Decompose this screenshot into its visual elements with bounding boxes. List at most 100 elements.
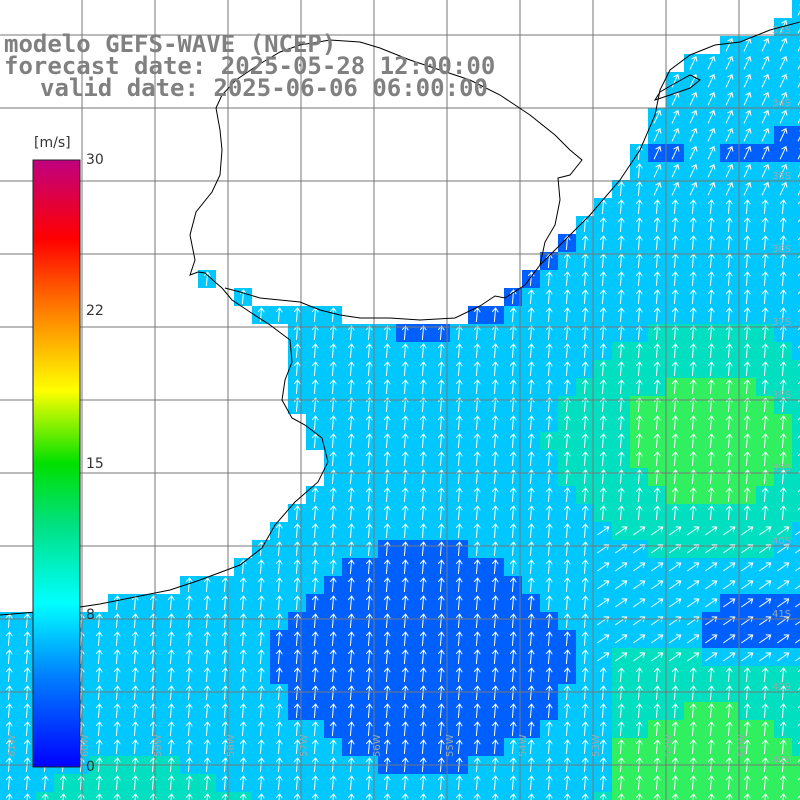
wind-arrow — [707, 199, 715, 215]
ocean-cell — [792, 666, 800, 684]
wind-arrow — [581, 631, 589, 647]
wind-arrow — [419, 433, 427, 449]
wind-arrow — [653, 703, 661, 719]
wind-arrow — [761, 451, 769, 467]
wind-arrow — [419, 667, 427, 683]
colorbar-tick-8: 8 — [86, 607, 95, 623]
wind-arrow — [725, 91, 734, 106]
wind-arrow — [113, 793, 121, 800]
coastline-east — [224, 47, 583, 321]
wind-arrow — [509, 667, 517, 683]
wind-arrow — [455, 343, 463, 359]
ocean-cell — [792, 504, 800, 522]
wind-arrow — [725, 379, 733, 395]
wind-arrow — [635, 487, 643, 503]
wind-arrow — [23, 793, 31, 800]
wind-arrow — [329, 433, 337, 449]
wind-arrow — [599, 289, 607, 305]
wind-arrow — [545, 649, 553, 665]
wind-arrow — [527, 289, 535, 305]
wind-arrow — [779, 775, 787, 791]
wind-arrow — [545, 541, 553, 557]
wind-arrow — [797, 253, 800, 269]
wind-arrow — [383, 541, 391, 557]
wind-arrow — [311, 721, 319, 737]
wind-arrow — [491, 343, 499, 359]
wind-arrow — [419, 721, 427, 737]
wind-arrow — [257, 739, 265, 755]
wind-arrow — [401, 703, 409, 719]
wind-arrow — [761, 685, 769, 701]
wind-arrow — [527, 307, 535, 323]
ocean-cell — [792, 396, 800, 414]
wind-arrow — [596, 634, 610, 644]
wind-arrow — [491, 541, 499, 557]
wind-arrow — [545, 307, 553, 323]
wind-arrow — [239, 577, 247, 593]
wind-arrow — [113, 649, 121, 665]
wind-arrow — [401, 631, 409, 647]
wind-arrow — [797, 379, 800, 395]
wind-arrow — [761, 739, 769, 755]
lat-label: 39S — [772, 463, 791, 474]
wind-arrow — [545, 451, 553, 467]
wind-arrow — [635, 433, 643, 449]
wind-arrow — [401, 451, 409, 467]
wind-arrow — [419, 325, 427, 341]
wind-arrow — [5, 631, 13, 647]
wind-arrow — [794, 526, 800, 536]
wind-arrow — [761, 505, 769, 521]
wind-arrow — [635, 145, 643, 161]
wind-arrow — [347, 361, 355, 377]
wind-arrow — [311, 613, 319, 629]
wind-arrow — [113, 667, 121, 683]
wind-arrow — [131, 667, 139, 683]
wind-arrow — [311, 577, 319, 593]
wind-arrow — [365, 631, 373, 647]
wind-arrow — [527, 325, 535, 341]
wind-arrow — [740, 598, 754, 608]
wind-arrow — [797, 91, 800, 106]
coastline-northeast — [539, 21, 800, 266]
wind-arrow — [329, 631, 337, 647]
wind-arrow — [707, 721, 715, 737]
wind-arrow — [365, 667, 373, 683]
wind-arrow — [689, 199, 697, 215]
wind-arrow — [725, 487, 733, 503]
wind-arrow — [491, 415, 499, 431]
wind-arrow — [563, 433, 571, 449]
wind-arrow — [707, 289, 715, 305]
wind-arrow — [329, 523, 337, 539]
lon-label: 60W — [80, 734, 91, 757]
wind-arrow — [329, 649, 337, 665]
wind-arrow — [257, 703, 265, 719]
wind-arrow — [473, 325, 481, 341]
wind-arrow — [761, 307, 769, 323]
wind-arrow — [653, 145, 662, 160]
ocean-cell — [792, 558, 800, 576]
wind-arrow — [707, 415, 715, 431]
wind-arrow — [671, 685, 679, 701]
ocean-cell — [792, 594, 800, 612]
wind-arrow — [365, 739, 373, 755]
ocean-cell — [792, 684, 800, 702]
wind-arrow — [707, 217, 715, 233]
wind-arrow — [455, 325, 463, 341]
wind-arrow — [581, 649, 589, 665]
wind-arrow — [581, 289, 589, 305]
wind-arrow — [419, 631, 427, 647]
wind-arrow — [776, 652, 790, 662]
wind-arrow — [257, 721, 265, 737]
wind-arrow — [758, 526, 772, 536]
wind-arrow — [635, 289, 643, 305]
wind-arrow — [743, 289, 751, 305]
wind-arrow — [779, 739, 787, 755]
wind-arrow — [563, 361, 571, 377]
wind-arrow — [455, 505, 463, 521]
wind-arrow — [668, 598, 682, 608]
wind-arrow — [776, 634, 790, 644]
wind-arrow — [563, 379, 571, 395]
wind-arrow — [419, 415, 427, 431]
wind-arrow — [686, 562, 700, 572]
wind-arrow — [347, 667, 355, 683]
